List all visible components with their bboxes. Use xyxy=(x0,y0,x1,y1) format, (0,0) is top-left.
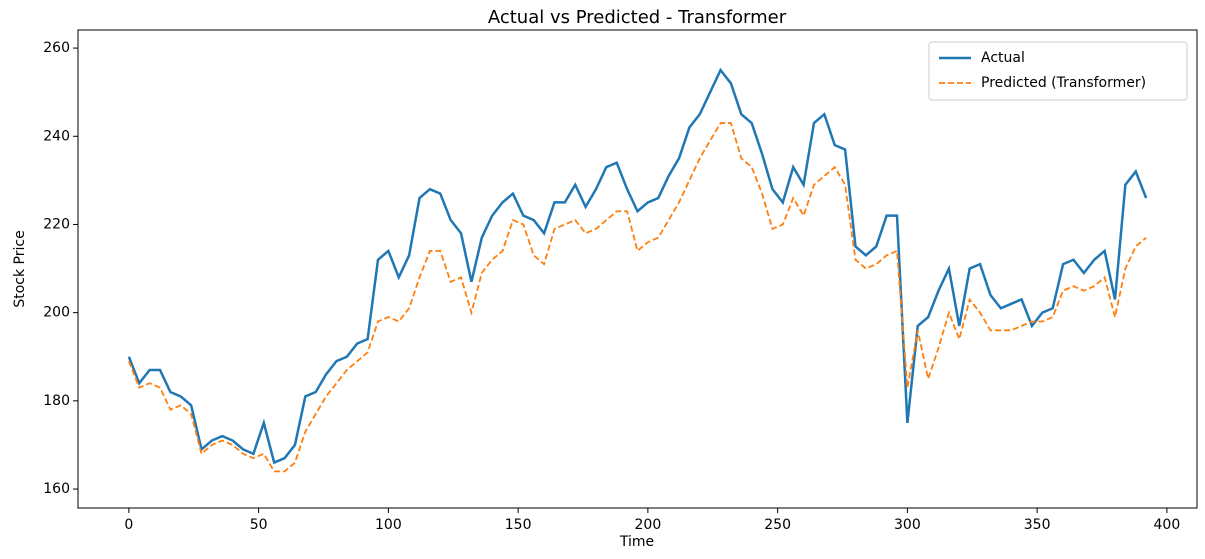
y-tick-label: 240 xyxy=(43,128,70,144)
x-tick-label: 200 xyxy=(635,517,662,533)
x-tick-label: 150 xyxy=(505,517,532,533)
x-tick-label: 250 xyxy=(764,517,791,533)
x-tick-label: 300 xyxy=(894,517,921,533)
x-tick-label: 400 xyxy=(1154,517,1181,533)
series-line xyxy=(127,67,1148,465)
y-axis-label: Stock Price xyxy=(12,230,28,307)
x-tick-label: 0 xyxy=(124,517,133,533)
legend-label: Predicted (Transformer) xyxy=(981,75,1146,91)
chart-title: Actual vs Predicted - Transformer xyxy=(488,7,787,28)
y-tick-label: 180 xyxy=(43,393,70,409)
x-tick-label: 350 xyxy=(1024,517,1051,533)
x-tick-label: 100 xyxy=(375,517,402,533)
y-tick-label: 260 xyxy=(43,40,70,56)
x-tick-label: 50 xyxy=(250,517,268,533)
plot-area xyxy=(77,29,1198,509)
legend-box xyxy=(928,41,1188,101)
y-tick-label: 160 xyxy=(43,481,70,497)
x-axis-label: Time xyxy=(619,534,654,550)
legend-label: Actual xyxy=(981,50,1025,66)
y-tick-label: 200 xyxy=(43,305,70,321)
y-tick-label: 220 xyxy=(43,216,70,232)
series-line xyxy=(128,122,1147,473)
